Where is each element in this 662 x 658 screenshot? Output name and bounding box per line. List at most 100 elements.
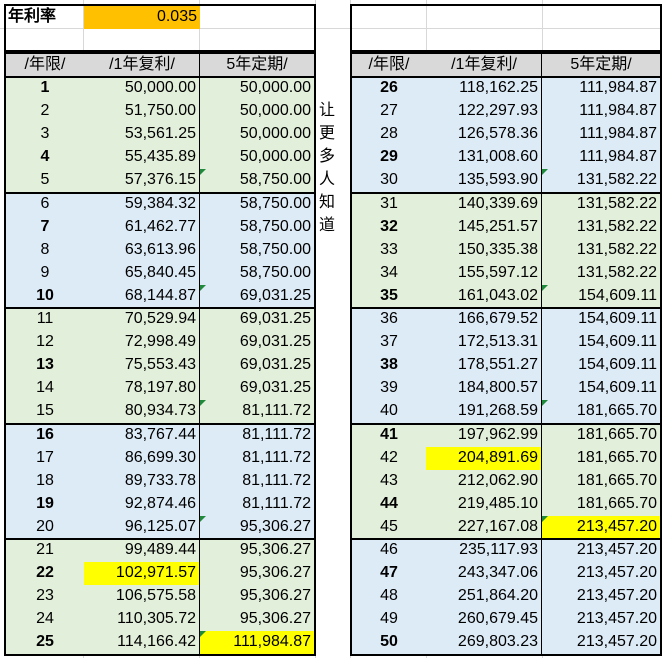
- year-cell[interactable]: 17: [6, 446, 84, 470]
- fixed-cell[interactable]: 69,031.25: [200, 331, 314, 355]
- fixed-cell[interactable]: 181,665.70: [542, 446, 660, 470]
- compound-cell[interactable]: 118,162.25: [426, 77, 541, 100]
- fixed-cell[interactable]: 213,457.20: [542, 515, 660, 539]
- year-cell[interactable]: 19: [6, 492, 84, 516]
- fixed-cell[interactable]: 213,457.20: [542, 539, 660, 562]
- fixed-cell[interactable]: 181,665.70: [542, 423, 660, 447]
- year-cell[interactable]: 48: [352, 585, 426, 609]
- fixed-cell[interactable]: 50,000.00: [200, 123, 314, 147]
- compound-cell[interactable]: 204,891.69: [426, 446, 541, 470]
- year-cell[interactable]: 30: [352, 169, 426, 193]
- year-cell[interactable]: 11: [6, 308, 84, 331]
- year-cell[interactable]: 49: [352, 608, 426, 632]
- year-cell[interactable]: 39: [352, 377, 426, 401]
- year-cell[interactable]: 15: [6, 400, 84, 424]
- year-cell[interactable]: 40: [352, 400, 426, 424]
- year-cell[interactable]: 28: [352, 123, 426, 147]
- compound-cell[interactable]: 122,297.93: [426, 100, 541, 124]
- compound-cell[interactable]: 243,347.06: [426, 562, 541, 586]
- fixed-cell[interactable]: 81,111.72: [200, 469, 314, 493]
- year-cell[interactable]: 20: [6, 515, 84, 539]
- compound-cell[interactable]: 150,335.38: [426, 238, 541, 262]
- compound-cell[interactable]: 99,489.44: [84, 539, 199, 562]
- year-cell[interactable]: 7: [6, 215, 84, 239]
- compound-cell[interactable]: 155,597.12: [426, 261, 541, 285]
- compound-cell[interactable]: 260,679.45: [426, 608, 541, 632]
- compound-cell[interactable]: 178,551.27: [426, 354, 541, 378]
- year-cell[interactable]: 6: [6, 192, 84, 216]
- year-cell[interactable]: 3: [6, 123, 84, 147]
- compound-cell[interactable]: 68,144.87: [84, 284, 199, 308]
- compound-cell[interactable]: 86,699.30: [84, 446, 199, 470]
- compound-cell[interactable]: 212,062.90: [426, 469, 541, 493]
- year-cell[interactable]: 31: [352, 192, 426, 216]
- compound-cell[interactable]: 96,125.07: [84, 515, 199, 539]
- fixed-cell[interactable]: 213,457.20: [542, 608, 660, 632]
- year-cell[interactable]: 8: [6, 238, 84, 262]
- compound-cell[interactable]: 50,000.00: [84, 77, 199, 100]
- year-cell[interactable]: 29: [352, 146, 426, 170]
- fixed-cell[interactable]: 131,582.22: [542, 261, 660, 285]
- compound-cell[interactable]: 140,339.69: [426, 192, 541, 216]
- compound-cell[interactable]: 110,305.72: [84, 608, 199, 632]
- year-cell[interactable]: 25: [6, 631, 84, 655]
- year-cell[interactable]: 22: [6, 562, 84, 586]
- fixed-cell[interactable]: 181,665.70: [542, 492, 660, 516]
- compound-cell[interactable]: 53,561.25: [84, 123, 199, 147]
- year-cell[interactable]: 10: [6, 284, 84, 308]
- year-cell[interactable]: 42: [352, 446, 426, 470]
- fixed-cell[interactable]: 213,457.20: [542, 631, 660, 655]
- year-cell[interactable]: 5: [6, 169, 84, 193]
- year-cell[interactable]: 16: [6, 423, 84, 447]
- fixed-cell[interactable]: 58,750.00: [200, 169, 314, 193]
- fixed-cell[interactable]: 81,111.72: [200, 492, 314, 516]
- compound-cell[interactable]: 70,529.94: [84, 308, 199, 331]
- compound-cell[interactable]: 251,864.20: [426, 585, 541, 609]
- fixed-cell[interactable]: 81,111.72: [200, 446, 314, 470]
- fixed-cell[interactable]: 58,750.00: [200, 238, 314, 262]
- year-cell[interactable]: 50: [352, 631, 426, 655]
- fixed-cell[interactable]: 213,457.20: [542, 585, 660, 609]
- compound-cell[interactable]: 51,750.00: [84, 100, 199, 124]
- compound-cell[interactable]: 172,513.31: [426, 331, 541, 355]
- compound-cell[interactable]: 114,166.42: [84, 631, 199, 655]
- compound-cell[interactable]: 227,167.08: [426, 515, 541, 539]
- year-cell[interactable]: 47: [352, 562, 426, 586]
- year-cell[interactable]: 43: [352, 469, 426, 493]
- fixed-cell[interactable]: 154,609.11: [542, 308, 660, 331]
- compound-cell[interactable]: 83,767.44: [84, 423, 199, 447]
- year-cell[interactable]: 32: [352, 215, 426, 239]
- fixed-cell[interactable]: 111,984.87: [200, 631, 314, 655]
- compound-cell[interactable]: 131,008.60: [426, 146, 541, 170]
- year-cell[interactable]: 14: [6, 377, 84, 401]
- compound-cell[interactable]: 219,485.10: [426, 492, 541, 516]
- year-cell[interactable]: 46: [352, 539, 426, 562]
- compound-cell[interactable]: 126,578.36: [426, 123, 541, 147]
- fixed-cell[interactable]: 69,031.25: [200, 377, 314, 401]
- compound-cell[interactable]: 72,998.49: [84, 331, 199, 355]
- year-cell[interactable]: 4: [6, 146, 84, 170]
- rate-value[interactable]: 0.035: [84, 6, 200, 29]
- fixed-cell[interactable]: 213,457.20: [542, 562, 660, 586]
- fixed-cell[interactable]: 154,609.11: [542, 377, 660, 401]
- fixed-cell[interactable]: 69,031.25: [200, 284, 314, 308]
- fixed-cell[interactable]: 95,306.27: [200, 539, 314, 562]
- fixed-cell[interactable]: 50,000.00: [200, 146, 314, 170]
- fixed-cell[interactable]: 95,306.27: [200, 585, 314, 609]
- fixed-cell[interactable]: 58,750.00: [200, 215, 314, 239]
- compound-cell[interactable]: 166,679.52: [426, 308, 541, 331]
- year-cell[interactable]: 37: [352, 331, 426, 355]
- compound-cell[interactable]: 269,803.23: [426, 631, 541, 655]
- year-cell[interactable]: 34: [352, 261, 426, 285]
- year-cell[interactable]: 27: [352, 100, 426, 124]
- fixed-cell[interactable]: 181,665.70: [542, 469, 660, 493]
- compound-cell[interactable]: 89,733.78: [84, 469, 199, 493]
- compound-cell[interactable]: 106,575.58: [84, 585, 199, 609]
- fixed-cell[interactable]: 131,582.22: [542, 192, 660, 216]
- compound-cell[interactable]: 65,840.45: [84, 261, 199, 285]
- fixed-cell[interactable]: 111,984.87: [542, 123, 660, 147]
- year-cell[interactable]: 12: [6, 331, 84, 355]
- compound-cell[interactable]: 135,593.90: [426, 169, 541, 193]
- year-cell[interactable]: 21: [6, 539, 84, 562]
- compound-cell[interactable]: 184,800.57: [426, 377, 541, 401]
